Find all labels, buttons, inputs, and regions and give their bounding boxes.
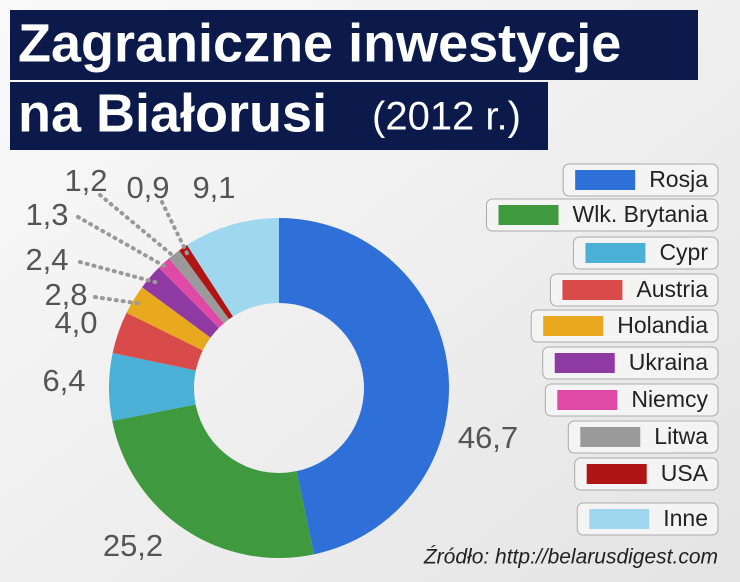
data-label: 0,9 xyxy=(126,170,169,205)
donut-slice xyxy=(112,404,314,558)
legend-swatch xyxy=(543,316,604,336)
donut-slice xyxy=(279,218,449,555)
legend-label: Wlk. Brytania xyxy=(573,201,709,227)
donut-slice xyxy=(126,287,211,351)
data-label: 4,0 xyxy=(54,305,97,340)
data-label: 2,8 xyxy=(44,277,87,312)
leader-line xyxy=(93,295,143,306)
legend-swatch xyxy=(589,509,650,529)
legend-swatch xyxy=(585,243,646,263)
donut-slice xyxy=(179,245,234,320)
legend-swatch xyxy=(575,170,636,190)
donut-slice xyxy=(169,250,230,324)
donut-slice xyxy=(158,258,225,328)
legend-label: Holandia xyxy=(617,312,708,338)
legend-label: Inne xyxy=(663,505,708,531)
legend-label: USA xyxy=(661,460,709,486)
chart-subtitle: (2012 r.) xyxy=(372,95,521,139)
legend-label: Litwa xyxy=(654,423,708,449)
legend-swatch xyxy=(557,390,618,410)
title-box xyxy=(10,10,698,80)
data-label: 1,2 xyxy=(64,163,107,198)
leader-line xyxy=(160,200,190,257)
legend-swatch xyxy=(586,464,647,484)
legend-swatch xyxy=(498,205,559,225)
source: Źródło: http://belarusdigest.com xyxy=(423,546,718,569)
donut-slice xyxy=(187,218,279,317)
leader-line xyxy=(78,260,159,285)
title-box xyxy=(10,82,548,150)
donut-slice xyxy=(108,353,196,421)
data-label: 6,4 xyxy=(42,363,85,398)
legend-label: Niemcy xyxy=(631,386,708,412)
legend-swatch xyxy=(562,280,623,300)
legend-label: Austria xyxy=(636,276,708,302)
chart-title: Zagraniczne inwestycje xyxy=(18,13,621,73)
donut-slice xyxy=(112,312,203,371)
legend-label: Rosja xyxy=(649,166,708,192)
donut-slice xyxy=(142,267,219,338)
data-label: 25,2 xyxy=(103,528,163,563)
legend-label: Ukraina xyxy=(629,349,708,375)
data-label: 9,1 xyxy=(192,170,235,205)
leader-line xyxy=(98,193,181,263)
chart-title: na Białorusi xyxy=(18,83,327,143)
legend-swatch xyxy=(580,427,641,447)
data-label: 2,4 xyxy=(25,242,68,277)
data-label: 46,7 xyxy=(458,420,518,455)
legend-swatch xyxy=(554,353,615,373)
data-label: 1,3 xyxy=(25,197,68,232)
legend-label: Cypr xyxy=(659,239,708,265)
